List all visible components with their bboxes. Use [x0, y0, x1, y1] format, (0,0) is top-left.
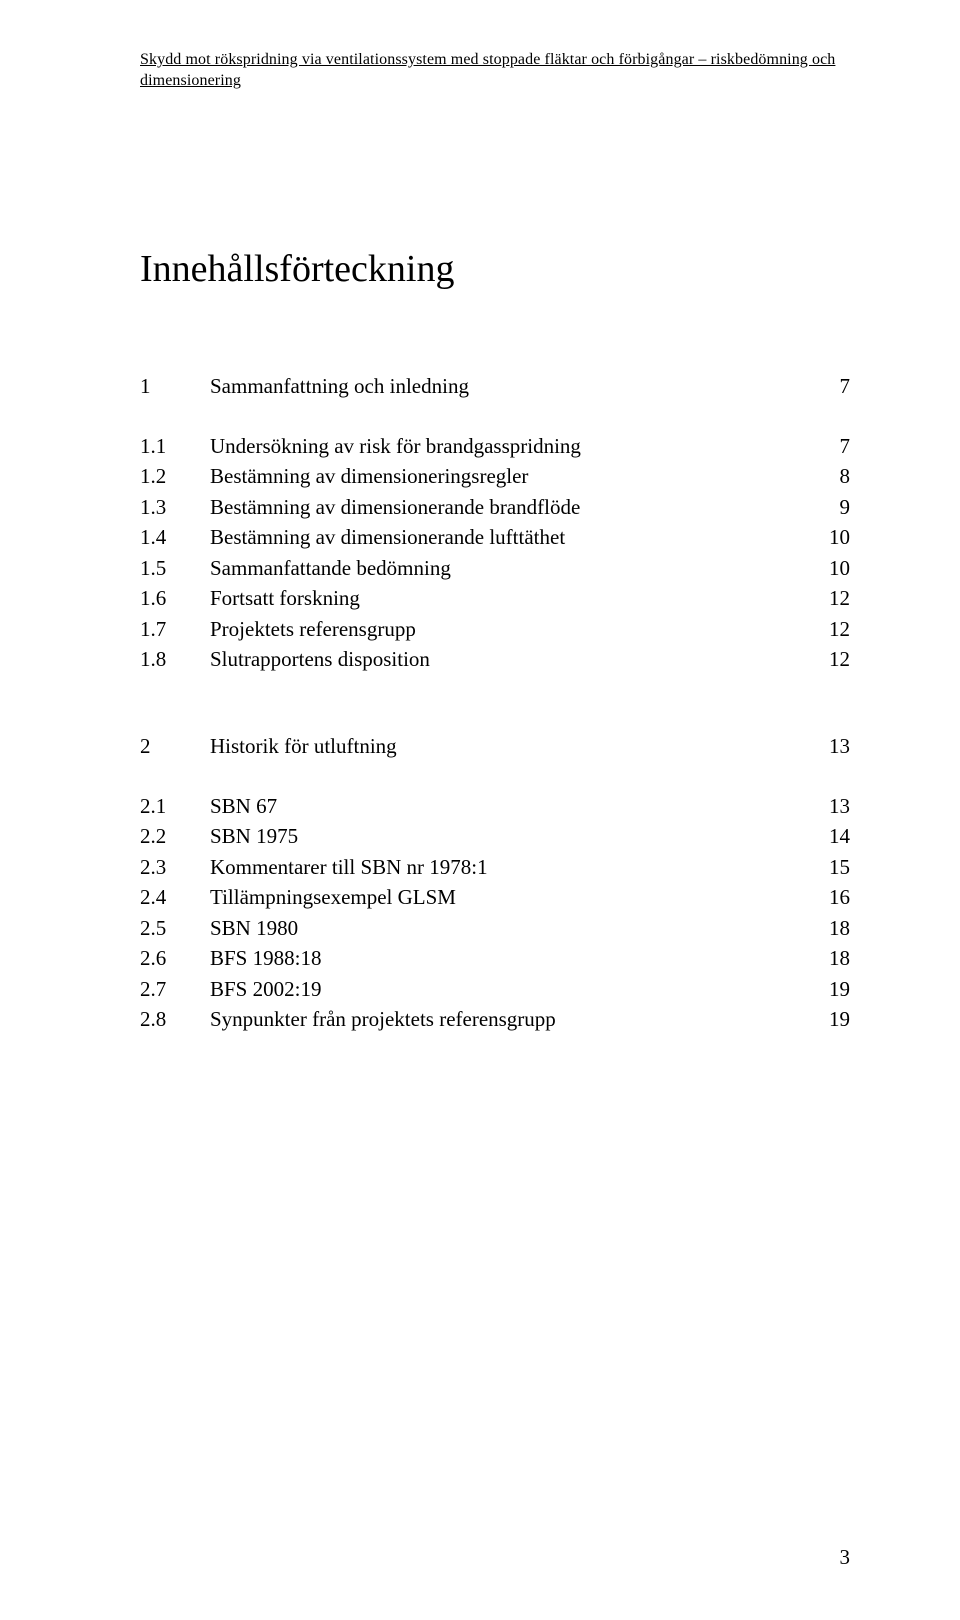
toc-title: Fortsatt forskning — [210, 583, 806, 613]
toc-page: 19 — [806, 1004, 850, 1034]
toc-title: Bestämning av dimensionerande brandflöde — [210, 492, 806, 522]
toc-section-heading: 2 Historik för utluftning 13 — [140, 731, 850, 761]
running-header: Skydd mot rökspridning via ventilationss… — [140, 50, 850, 92]
toc-page: 9 — [806, 492, 850, 522]
toc-entry: 2.2 SBN 1975 14 — [140, 821, 850, 851]
toc-page: 12 — [806, 614, 850, 644]
toc-number: 1.2 — [140, 461, 210, 491]
toc-title: Bestämning av dimensioneringsregler — [210, 461, 806, 491]
toc-title: Kommentarer till SBN nr 1978:1 — [210, 852, 806, 882]
toc-title: Undersökning av risk för brandgasspridni… — [210, 431, 806, 461]
toc-entry: 2.4 Tillämpningsexempel GLSM 16 — [140, 882, 850, 912]
toc-page: 10 — [806, 553, 850, 583]
toc-title: Sammanfattande bedömning — [210, 553, 806, 583]
toc-title: SBN 1980 — [210, 913, 806, 943]
toc-entry: 2.7 BFS 2002:19 19 — [140, 974, 850, 1004]
toc-section-heading: 1 Sammanfattning och inledning 7 — [140, 371, 850, 401]
toc-title: BFS 2002:19 — [210, 974, 806, 1004]
toc-page: 15 — [806, 852, 850, 882]
toc-entry: 2.6 BFS 1988:18 18 — [140, 943, 850, 973]
toc-number: 1.5 — [140, 553, 210, 583]
document-page: Skydd mot rökspridning via ventilationss… — [0, 0, 960, 1620]
toc-title: Historik för utluftning — [210, 731, 806, 761]
toc-number: 2.2 — [140, 821, 210, 851]
toc-title: BFS 1988:18 — [210, 943, 806, 973]
toc-title: Bestämning av dimensionerande lufttäthet — [210, 522, 806, 552]
toc-entry: 2.3 Kommentarer till SBN nr 1978:1 15 — [140, 852, 850, 882]
toc-title: Sammanfattning och inledning — [210, 371, 806, 401]
toc-page: 16 — [806, 882, 850, 912]
toc-page: 18 — [806, 943, 850, 973]
toc-title: SBN 1975 — [210, 821, 806, 851]
toc-spacer — [140, 761, 850, 791]
page-number: 3 — [840, 1545, 851, 1570]
toc-number: 2.3 — [140, 852, 210, 882]
toc-title: SBN 67 — [210, 791, 806, 821]
toc-title: Projektets referensgrupp — [210, 614, 806, 644]
toc-number: 2.6 — [140, 943, 210, 973]
toc-entry: 1.2 Bestämning av dimensioneringsregler … — [140, 461, 850, 491]
toc-entry: 2.1 SBN 67 13 — [140, 791, 850, 821]
toc-entry: 2.8 Synpunkter från projektets referensg… — [140, 1004, 850, 1034]
toc-page: 14 — [806, 821, 850, 851]
toc-page: 7 — [806, 431, 850, 461]
toc-entry: 1.1 Undersökning av risk för brandgasspr… — [140, 431, 850, 461]
toc-entry: 1.3 Bestämning av dimensionerande brandf… — [140, 492, 850, 522]
toc-title: Synpunkter från projektets referensgrupp — [210, 1004, 806, 1034]
toc-title: Tillämpningsexempel GLSM — [210, 882, 806, 912]
toc-number: 1.3 — [140, 492, 210, 522]
toc-number: 1.1 — [140, 431, 210, 461]
toc-entry: 2.5 SBN 1980 18 — [140, 913, 850, 943]
toc-number: 1.8 — [140, 644, 210, 674]
toc-page: 18 — [806, 913, 850, 943]
toc-title: Slutrapportens disposition — [210, 644, 806, 674]
toc-number: 2.8 — [140, 1004, 210, 1034]
toc-number: 1.6 — [140, 583, 210, 613]
toc-number: 2 — [140, 731, 210, 761]
toc-page: 19 — [806, 974, 850, 1004]
toc-entry: 1.6 Fortsatt forskning 12 — [140, 583, 850, 613]
toc-page: 8 — [806, 461, 850, 491]
toc-entry: 1.5 Sammanfattande bedömning 10 — [140, 553, 850, 583]
toc-number: 1.4 — [140, 522, 210, 552]
toc-page: 12 — [806, 644, 850, 674]
toc-page: 13 — [806, 731, 850, 761]
toc-spacer — [140, 401, 850, 431]
toc-number: 2.1 — [140, 791, 210, 821]
toc-number: 1.7 — [140, 614, 210, 644]
toc-spacer — [140, 675, 850, 731]
toc-entry: 1.8 Slutrapportens disposition 12 — [140, 644, 850, 674]
toc-page: 7 — [806, 371, 850, 401]
toc-entry: 1.4 Bestämning av dimensionerande lufttä… — [140, 522, 850, 552]
page-title: Innehållsförteckning — [140, 247, 850, 291]
toc-number: 1 — [140, 371, 210, 401]
toc-number: 2.5 — [140, 913, 210, 943]
toc-number: 2.7 — [140, 974, 210, 1004]
toc-number: 2.4 — [140, 882, 210, 912]
toc-page: 12 — [806, 583, 850, 613]
toc-page: 13 — [806, 791, 850, 821]
toc-page: 10 — [806, 522, 850, 552]
toc-entry: 1.7 Projektets referensgrupp 12 — [140, 614, 850, 644]
